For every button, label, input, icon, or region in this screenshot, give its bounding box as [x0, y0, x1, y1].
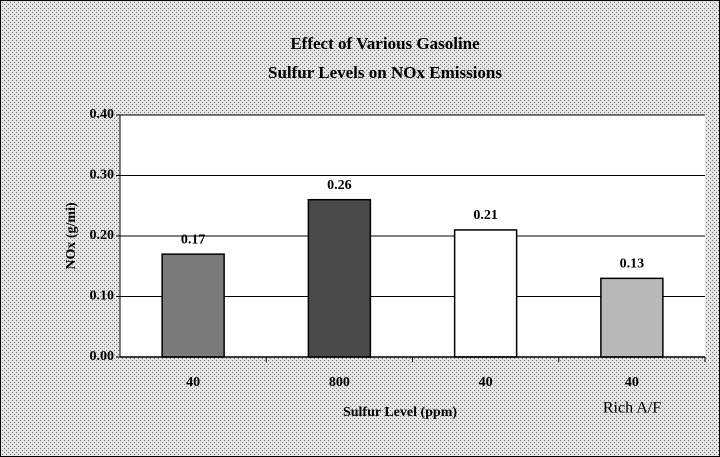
bar — [161, 253, 225, 358]
y-tick-label: 0.00 — [90, 349, 115, 364]
x-tick-label: 40 — [186, 375, 200, 390]
chart-title: Effect of Various Gasoline — [290, 34, 480, 53]
x-axis-title: Sulfur Level (ppm) — [343, 405, 457, 420]
y-tick-label: 0.30 — [90, 168, 115, 183]
annotation: Rich A/F — [603, 400, 661, 417]
x-tick-label: 800 — [329, 375, 350, 390]
x-tick-label: 40 — [479, 375, 493, 390]
x-tick-label: 40 — [625, 375, 639, 390]
y-tick-label: 0.40 — [90, 107, 115, 122]
bar — [600, 277, 664, 358]
data-label: 0.26 — [327, 178, 352, 193]
data-label: 0.17 — [181, 232, 206, 247]
chart-title: Sulfur Levels on NOx Emissions — [268, 63, 502, 82]
bar — [453, 229, 518, 358]
data-label: 0.13 — [620, 257, 645, 272]
data-label: 0.21 — [473, 208, 498, 223]
y-axis-title: NOx (g/mi) — [64, 202, 79, 270]
y-tick-label: 0.10 — [90, 289, 115, 304]
y-tick-label: 0.20 — [90, 228, 115, 243]
bar — [307, 198, 372, 358]
